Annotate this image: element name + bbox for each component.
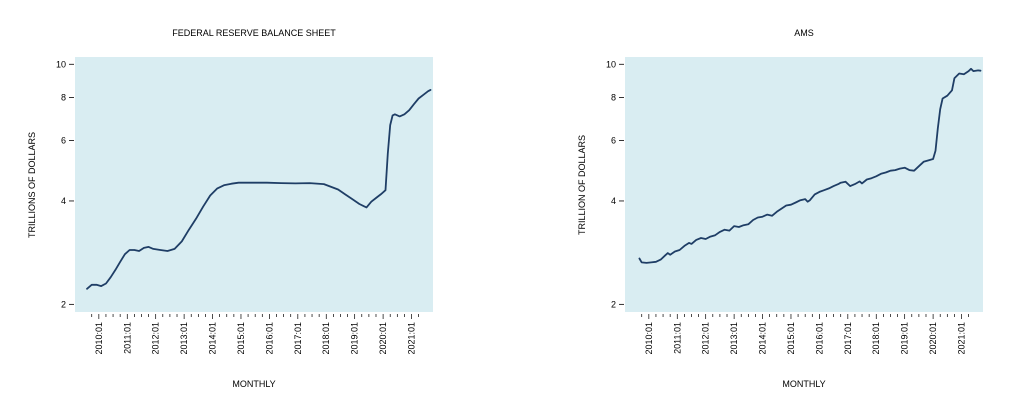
x-tick-label: 2013:01 <box>729 322 739 355</box>
x-tick-label: 2020:01 <box>378 322 388 355</box>
y-axis-ticks: 2 4 6 8 10 <box>606 59 624 309</box>
x-tick-label: 2010:01 <box>644 322 654 355</box>
x-tick-label: 2020:01 <box>928 322 938 355</box>
fed-balance-sheet-svg: FEDERAL RESERVE BALANCE SHEET TRILLIONS … <box>27 28 433 389</box>
y-tick-label: 8 <box>61 93 66 103</box>
series-line <box>638 67 982 264</box>
x-tick-label: 2014:01 <box>208 322 218 355</box>
y-tick-label: 4 <box>611 196 616 206</box>
x-tick-label: 2013:01 <box>179 322 189 355</box>
x-tick-label: 2012:01 <box>701 322 711 355</box>
y-tick-label: 8 <box>611 93 616 103</box>
y-axis-ticks: 2 4 6 8 10 <box>56 59 74 309</box>
x-axis-ticks: 2010:01 2011:01 2012:01 2013:01 2014:01 2015:… <box>91 314 419 355</box>
x-tick-label: 2021:01 <box>957 322 967 355</box>
x-tick-label: 2018:01 <box>871 322 881 355</box>
y-axis-label: TRILLIONS OF DOLLARS <box>27 132 37 238</box>
y-tick-label: 2 <box>61 299 66 309</box>
plot-area <box>75 57 433 312</box>
x-tick-label: 2015:01 <box>236 322 246 355</box>
series-layer <box>638 67 982 264</box>
y-tick-label: 6 <box>611 135 616 145</box>
x-tick-label: 2016:01 <box>264 322 274 355</box>
x-tick-label: 2019:01 <box>350 322 360 355</box>
y-tick-label: 10 <box>606 59 616 69</box>
ams-svg: AMS TRILLION OF DOLLARS MONTHLY 2 4 6 8 10 2… <box>577 28 983 389</box>
ams-chart: AMS TRILLION OF DOLLARS MONTHLY 2 4 6 8 10 2… <box>550 0 1011 408</box>
x-tick-label: 2012:01 <box>151 322 161 355</box>
x-axis-ticks: 2010:01 2011:01 2012:01 2013:01 2014:01 2015:… <box>641 314 969 355</box>
y-tick-label: 10 <box>56 59 66 69</box>
y-tick-label: 2 <box>611 299 616 309</box>
x-tick-label: 2015:01 <box>786 322 796 355</box>
y-axis-label: TRILLION OF DOLLARS <box>577 135 587 235</box>
chart-title: FEDERAL RESERVE BALANCE SHEET <box>172 28 336 38</box>
fed-balance-sheet-chart: FEDERAL RESERVE BALANCE SHEET TRILLIONS … <box>0 0 505 408</box>
x-axis-label: MONTHLY <box>782 379 825 389</box>
x-tick-label: 2010:01 <box>94 322 104 355</box>
x-tick-label: 2016:01 <box>814 322 824 355</box>
x-tick-label: 2021:01 <box>407 322 417 355</box>
y-tick-label: 4 <box>61 196 66 206</box>
y-tick-label: 6 <box>61 135 66 145</box>
x-tick-label: 2011:01 <box>122 322 132 354</box>
x-tick-label: 2017:01 <box>293 322 303 355</box>
x-tick-label: 2019:01 <box>900 322 910 355</box>
chart-title: AMS <box>794 28 814 38</box>
x-tick-label: 2017:01 <box>843 322 853 355</box>
x-tick-label: 2014:01 <box>758 322 768 355</box>
plot-area <box>625 57 983 312</box>
x-tick-label: 2011:01 <box>672 322 682 354</box>
series-layer <box>86 89 432 290</box>
x-tick-label: 2018:01 <box>321 322 331 355</box>
x-axis-label: MONTHLY <box>232 379 275 389</box>
series-line <box>86 89 432 290</box>
